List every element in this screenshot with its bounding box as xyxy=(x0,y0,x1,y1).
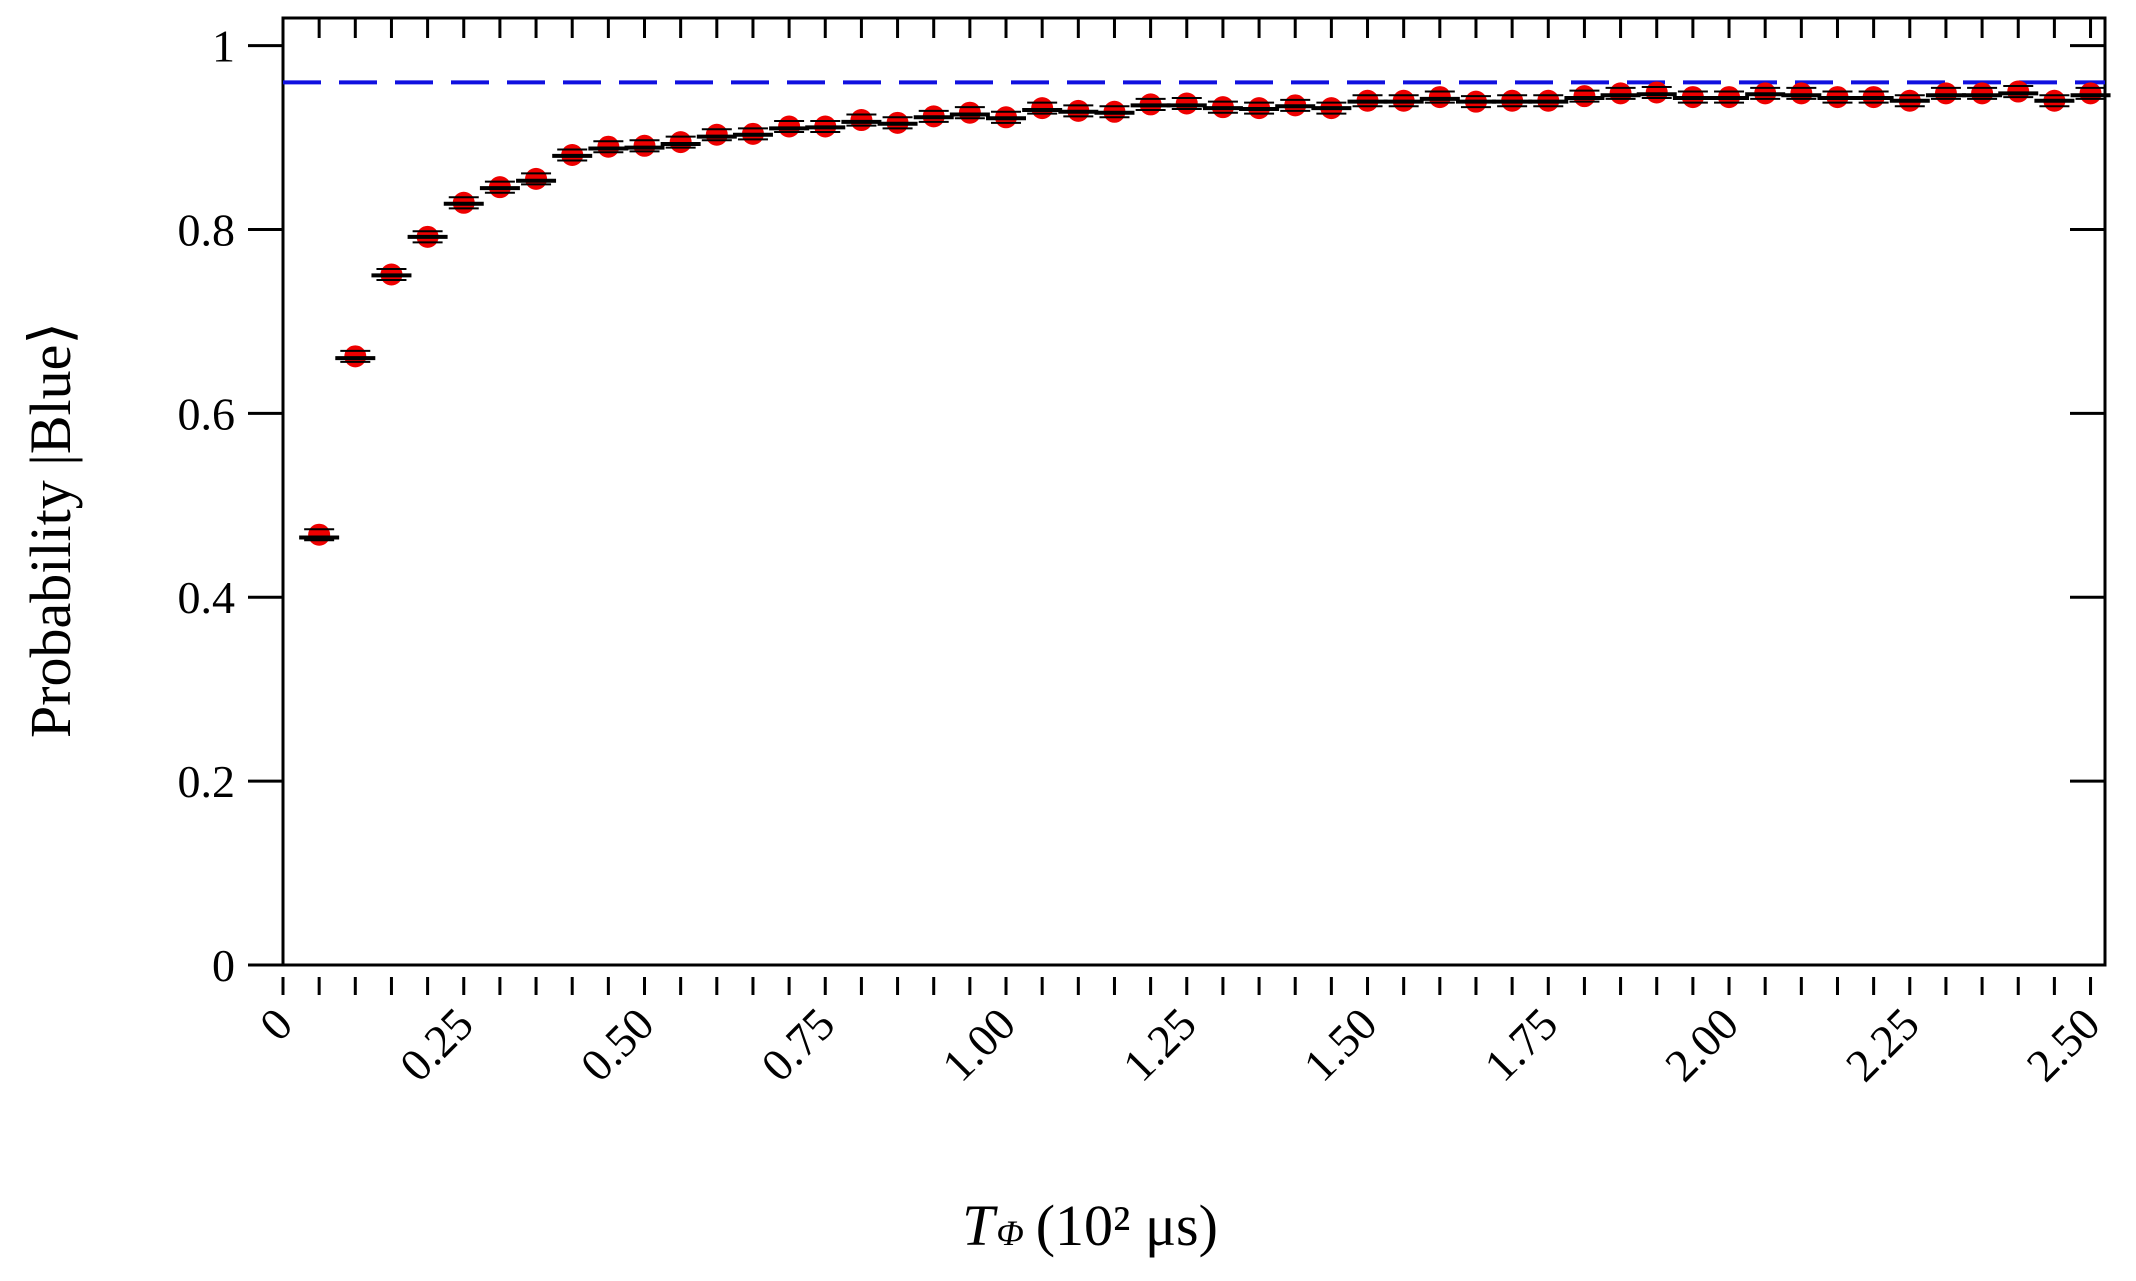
data-point-group xyxy=(1166,92,1207,115)
data-point-group xyxy=(299,523,340,546)
data-point-group xyxy=(2034,89,2075,112)
data-point-group xyxy=(1492,89,1533,112)
data-point-group xyxy=(1925,82,1966,105)
data-point-group xyxy=(1094,100,1135,123)
data-point-group xyxy=(1636,81,1677,104)
y-tick-label: 0.6 xyxy=(178,388,236,439)
data-point-group xyxy=(1202,96,1243,119)
data-point-group xyxy=(986,106,1027,129)
data-point-group xyxy=(1022,97,1063,120)
data-points-group xyxy=(299,80,2111,546)
data-point-group xyxy=(479,176,520,199)
x-tick-label: 2.00 xyxy=(1655,998,1748,1091)
x-axis-label-units: (10² μs) xyxy=(1036,1193,1218,1258)
x-tick-label: 0 xyxy=(250,998,302,1050)
x-tick-label: 1.75 xyxy=(1474,998,1567,1091)
y-axis-label: Probability |Blue⟩ xyxy=(18,322,83,738)
x-axis-label: TΦ (10² μs) xyxy=(962,1193,1218,1258)
x-tick-label: 1.00 xyxy=(932,998,1025,1091)
data-point-group xyxy=(1058,99,1099,122)
x-tick-label: 2.50 xyxy=(2017,998,2110,1091)
x-tick-label: 1.50 xyxy=(1294,998,1387,1091)
y-axis-ticks: 0 0.2 0.4 0.6 0.8 1 xyxy=(178,21,2105,991)
data-point-group xyxy=(1853,86,1894,109)
data-point-group xyxy=(1600,82,1641,105)
data-point-group xyxy=(1889,89,1930,112)
data-point-group xyxy=(371,263,412,286)
data-point-group xyxy=(1817,86,1858,109)
x-tick-label: 0.25 xyxy=(390,998,483,1091)
data-point-group xyxy=(1962,82,2003,105)
data-point-group xyxy=(1745,82,1786,105)
y-tick-label: 0.4 xyxy=(178,572,236,623)
data-point-group xyxy=(949,101,990,124)
data-point-group xyxy=(1275,94,1316,117)
data-point-group xyxy=(1998,80,2039,103)
data-point-group xyxy=(732,122,773,145)
x-axis-label-subscript: Φ xyxy=(996,1213,1023,1253)
y-tick-label: 0.2 xyxy=(178,756,236,807)
data-point xyxy=(308,523,331,546)
x-axis-label-symbol: T xyxy=(962,1193,998,1258)
x-tick-label: 0.50 xyxy=(571,998,664,1091)
data-point-group xyxy=(1709,86,1750,109)
data-point-group xyxy=(552,143,593,166)
data-point-group xyxy=(516,167,557,190)
data-point-group xyxy=(1383,89,1424,112)
data-point-group xyxy=(624,134,665,157)
data-point-group xyxy=(335,345,376,368)
data-point-group xyxy=(660,131,701,154)
data-point-group xyxy=(1455,90,1496,113)
data-point-group xyxy=(913,105,954,128)
data-point-group xyxy=(443,191,484,214)
data-point-group xyxy=(696,123,737,146)
x-tick-label: 2.25 xyxy=(1836,998,1929,1091)
data-point-group xyxy=(1130,93,1171,116)
data-point-group xyxy=(588,135,629,158)
data-point-group xyxy=(1528,89,1569,112)
data-point-group xyxy=(805,115,846,138)
data-point-group xyxy=(841,109,882,132)
data-point-group xyxy=(1311,97,1352,120)
data-point-group xyxy=(1672,86,1713,109)
data-point-group xyxy=(1347,89,1388,112)
data-point-group xyxy=(1564,85,1605,108)
x-tick-label: 0.75 xyxy=(751,998,844,1091)
y-tick-label: 0.8 xyxy=(178,204,236,255)
plot-frame xyxy=(281,16,2107,967)
data-point-group xyxy=(1781,82,1822,105)
data-point-group xyxy=(877,111,918,134)
data-point-group xyxy=(407,225,448,248)
x-tick-label: 1.25 xyxy=(1113,998,1206,1091)
data-point-group xyxy=(1419,86,1460,109)
data-point-group xyxy=(1239,97,1280,120)
data-point-group xyxy=(769,115,810,138)
y-tick-label: 0 xyxy=(212,940,235,991)
data-point-group xyxy=(2070,82,2111,105)
y-tick-label: 1 xyxy=(212,21,235,72)
plot-border xyxy=(281,16,2107,967)
